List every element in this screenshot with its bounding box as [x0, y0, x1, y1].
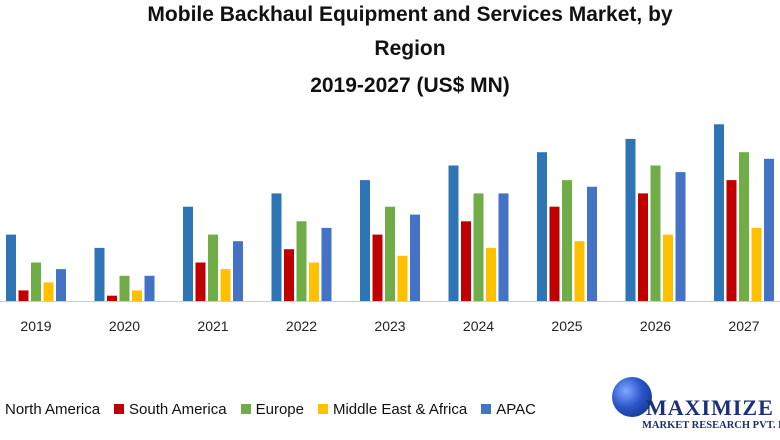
bar-south-america-2023 [372, 234, 383, 301]
bar-middle-east-africa-2027 [751, 227, 762, 301]
bar-south-america-2020 [107, 295, 117, 301]
x-tick-label: 2019 [20, 318, 51, 334]
bar-europe-2021 [208, 234, 218, 301]
bar-middle-east-africa-2022 [309, 262, 319, 301]
bar-apac-2024 [498, 193, 509, 301]
x-tick-label: 2023 [374, 318, 405, 334]
legend-label: Europe [255, 400, 304, 418]
bar-apac-2019 [56, 269, 66, 301]
bar-north-america-2021 [183, 206, 193, 301]
chart-title-line-1: Mobile Backhaul Equipment and Services M… [147, 3, 673, 26]
bar-apac-2022 [321, 227, 332, 301]
bar-europe-2023 [385, 206, 395, 301]
legend-item-apac: APAC [481, 401, 536, 418]
bar-apac-2021 [233, 241, 243, 301]
bar-europe-2025 [562, 180, 572, 301]
logo-name: MAXIMIZE [646, 395, 774, 420]
legend-item-middle-east-africa: Middle East & Africa [317, 400, 468, 418]
bar-europe-2026 [650, 165, 661, 301]
x-tick-label: 2021 [197, 318, 228, 334]
bar-apac-2027 [764, 158, 774, 301]
bar-middle-east-africa-2021 [220, 269, 231, 301]
bar-south-america-2026 [638, 193, 648, 301]
legend-swatch [114, 404, 125, 414]
bar-apac-2020 [144, 275, 155, 301]
company-logo: MAXIMIZE MARKET RESEARCH PVT. LTD. [612, 375, 780, 440]
legend-label: South America [129, 400, 227, 418]
legend-swatch [481, 404, 492, 414]
bar-middle-east-africa-2020 [132, 290, 142, 301]
bar-europe-2019 [31, 262, 41, 301]
chart-title-line-3: 2019-2027 (US$ MN) [310, 74, 510, 97]
bar-north-america-2026 [625, 138, 636, 301]
bar-south-america-2024 [461, 221, 471, 301]
bar-north-america-2027 [714, 124, 724, 301]
logo-subtitle: MARKET RESEARCH PVT. LTD. [642, 420, 780, 431]
bar-south-america-2019 [18, 290, 29, 301]
bar-apac-2025 [587, 186, 597, 301]
bar-south-america-2025 [549, 206, 560, 301]
bar-middle-east-africa-2024 [486, 247, 496, 301]
x-tick-label: 2020 [109, 318, 140, 334]
bar-middle-east-africa-2025 [574, 241, 585, 301]
x-tick-label: 2026 [640, 318, 671, 334]
legend-label: Middle East & Africa [332, 400, 468, 418]
bar-apac-2023 [410, 214, 420, 301]
bar-north-america-2023 [360, 180, 370, 301]
legend-swatch [240, 404, 251, 414]
legend-swatch [317, 404, 328, 414]
bar-europe-2022 [296, 221, 307, 301]
x-tick-label: 2022 [286, 318, 317, 334]
bar-europe-2020 [119, 275, 130, 301]
bar-south-america-2021 [195, 262, 206, 301]
x-tick-label: 2025 [551, 318, 582, 334]
bar-north-america-2025 [537, 152, 547, 301]
bar-apac-2026 [675, 172, 686, 301]
chart-legend: North America South America Europe Middl… [0, 398, 550, 420]
legend-item-europe: Europe [240, 400, 304, 418]
legend-label: APAC [496, 400, 536, 418]
bar-middle-east-africa-2019 [43, 282, 54, 301]
globe-icon [612, 377, 652, 417]
x-tick-label: 2027 [728, 318, 759, 334]
bar-north-america-2022 [271, 193, 282, 301]
bar-chart: 2019 2020 2021 2022 2023 2024 2025 2026 2027 [0, 124, 780, 334]
bar-europe-2027 [739, 152, 749, 301]
legend-label: North America [5, 400, 101, 418]
chart-title-line-2: Region [374, 37, 446, 60]
bar-south-america-2022 [284, 249, 294, 301]
bar-middle-east-africa-2023 [397, 255, 408, 301]
bar-europe-2024 [473, 193, 484, 301]
bar-south-america-2027 [726, 180, 737, 301]
bar-north-america-2024 [448, 165, 459, 301]
x-tick-label: 2024 [463, 318, 494, 334]
bar-north-america-2019 [6, 234, 16, 301]
legend-item-north-america: North America [0, 401, 100, 418]
bar-north-america-2020 [94, 247, 105, 301]
legend-item-south-america: South America [114, 401, 227, 418]
bar-middle-east-africa-2026 [663, 234, 673, 301]
